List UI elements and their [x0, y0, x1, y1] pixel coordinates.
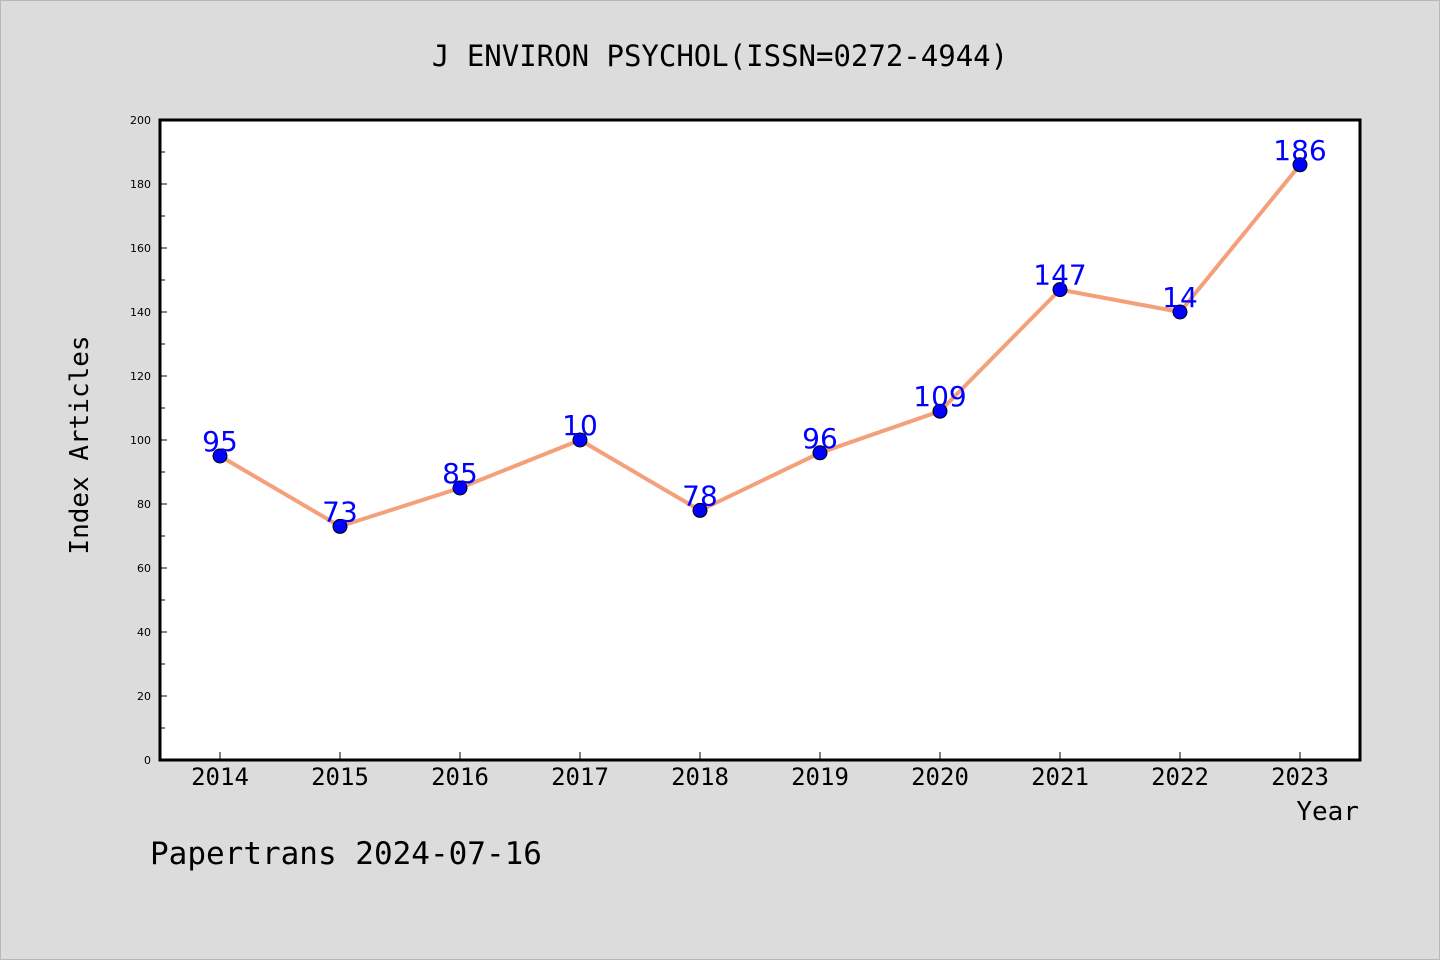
y-tick-label: 40 — [137, 626, 151, 639]
x-tick-label: 2020 — [911, 763, 969, 791]
data-label: 73 — [322, 495, 358, 528]
y-tick-label: 80 — [137, 498, 151, 511]
data-label: 109 — [913, 380, 966, 413]
x-tick-label: 2018 — [671, 763, 729, 791]
data-point — [212, 448, 228, 464]
plot-area — [160, 120, 1360, 760]
chart-title: J ENVIRON PSYCHOL(ISSN=0272-4944) — [432, 39, 1008, 73]
y-tick-label: 140 — [130, 306, 151, 319]
x-tick-label: 2021 — [1031, 763, 1089, 791]
x-tick-label: 2022 — [1151, 763, 1209, 791]
y-tick-label: 60 — [137, 562, 151, 575]
data-label: 96 — [802, 422, 838, 455]
data-label: 147 — [1033, 259, 1086, 292]
data-point — [332, 518, 348, 534]
x-tick-label: 2016 — [431, 763, 489, 791]
y-axis: 0 20 40 60 80 100 120 140 160 180 200 — [130, 114, 167, 767]
x-axis: 2014 2015 2016 2017 2018 2019 2020 2021 2022 2023 — [191, 752, 1329, 791]
footer-caption: Papertrans 2024-07-16 — [150, 836, 542, 872]
data-point — [1172, 304, 1188, 320]
data-point — [1052, 282, 1068, 298]
data-label: 10 — [562, 409, 598, 442]
y-tick-label: 0 — [144, 754, 151, 767]
x-tick-label: 2017 — [551, 763, 609, 791]
x-axis-label: Year — [1296, 797, 1359, 827]
y-axis-label: Index Articles — [65, 335, 95, 554]
data-label: 85 — [442, 457, 478, 490]
x-tick-label: 2019 — [791, 763, 849, 791]
data-label: 95 — [202, 425, 238, 458]
data-label: 186 — [1273, 134, 1326, 167]
data-label: 78 — [682, 479, 718, 512]
x-tick-label: 2015 — [311, 763, 369, 791]
series-line — [218, 162, 1302, 529]
plot-border — [158, 118, 1362, 762]
data-point — [1292, 157, 1308, 173]
x-tick-label: 2014 — [191, 763, 249, 791]
series-layer: 95 73 85 10 78 96 109 147 14 186 — [202, 134, 1327, 534]
y-tick-label: 200 — [130, 114, 151, 127]
y-tick-label: 100 — [130, 434, 151, 447]
y-tick-label: 160 — [130, 242, 151, 255]
y-tick-label: 20 — [137, 690, 151, 703]
data-label: 14 — [1162, 281, 1198, 314]
data-point — [452, 480, 468, 496]
data-point — [572, 432, 588, 448]
data-point — [812, 445, 828, 461]
y-tick-label: 120 — [130, 370, 151, 383]
x-tick-label: 2023 — [1271, 763, 1329, 791]
data-point — [932, 403, 948, 419]
data-point — [692, 502, 708, 518]
y-tick-label: 180 — [130, 178, 151, 191]
